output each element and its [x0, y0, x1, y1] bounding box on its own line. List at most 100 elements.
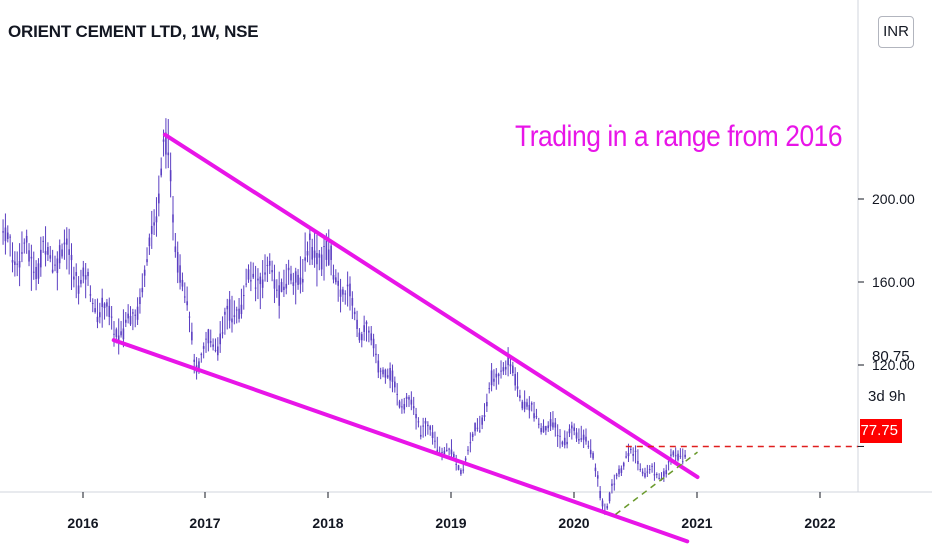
price-tick-label: 120.00 [872, 357, 915, 373]
candle [139, 288, 141, 314]
candle [360, 331, 363, 348]
candle [568, 424, 571, 438]
candle [44, 226, 47, 267]
candle [582, 429, 585, 449]
candle [370, 326, 373, 346]
candle [181, 272, 184, 292]
candle [677, 450, 679, 462]
candle [174, 233, 177, 258]
candle [384, 368, 387, 384]
candle [200, 352, 203, 363]
candle [254, 265, 257, 302]
candle [537, 417, 540, 429]
candle [663, 468, 665, 482]
candle [547, 421, 550, 432]
candle [37, 258, 40, 284]
time-tick-label: 2019 [435, 515, 466, 531]
candle [365, 320, 368, 342]
candle [84, 262, 87, 299]
time-tick-label: 2020 [558, 515, 589, 531]
candle [448, 447, 450, 456]
candle [471, 431, 474, 442]
candle [25, 229, 28, 254]
candle [318, 249, 321, 271]
candle [630, 446, 632, 454]
candle [330, 241, 332, 276]
candle [219, 321, 221, 353]
candle [2, 219, 4, 245]
currency-button[interactable]: INR [878, 16, 914, 48]
candle [136, 297, 139, 326]
candle [217, 337, 219, 361]
last-price-tag: 77.75 [860, 419, 902, 443]
price-axis[interactable]: 120.00 160.00 200.00 [858, 191, 915, 447]
candle [309, 227, 311, 266]
candle [679, 448, 682, 459]
candle [445, 443, 448, 452]
candle [120, 320, 122, 338]
resistance-level-label: 80.75 [872, 348, 910, 365]
upper-trendline[interactable] [162, 132, 700, 480]
chart-annotation[interactable]: Trading in a range from 2016 [515, 120, 843, 153]
candle [653, 462, 656, 481]
candle [493, 369, 495, 387]
candle [615, 472, 618, 480]
candle [516, 372, 519, 397]
candle [646, 464, 649, 477]
candle [368, 326, 370, 343]
candle [469, 432, 472, 453]
candle [658, 473, 660, 480]
candle [417, 417, 420, 428]
support-trend-line[interactable] [615, 451, 698, 515]
time-tick-label: 2021 [681, 515, 712, 531]
candle [188, 311, 191, 333]
candle [96, 298, 99, 329]
candle [495, 368, 498, 390]
candle [386, 368, 389, 379]
candle [160, 157, 162, 178]
candle [398, 399, 401, 409]
candle [191, 322, 193, 345]
candle [349, 276, 351, 311]
candle [500, 360, 502, 379]
candle [16, 251, 19, 277]
candle [672, 450, 675, 458]
candle [75, 263, 78, 299]
candle [70, 243, 73, 290]
candle [651, 463, 653, 473]
candle [122, 309, 125, 348]
time-axis[interactable]: 2016 2017 2018 2019 2020 2021 2022 [67, 492, 836, 531]
candle [455, 454, 457, 471]
candle [434, 431, 436, 449]
candle [47, 242, 49, 262]
candle [618, 465, 620, 478]
candle [634, 445, 637, 464]
candle [389, 362, 391, 389]
candle [242, 285, 245, 310]
candle [594, 463, 597, 477]
lower-trendline[interactable] [111, 338, 690, 544]
time-tick-label: 2016 [67, 515, 98, 531]
candle [540, 423, 542, 435]
candle [306, 241, 309, 263]
candle [266, 256, 269, 283]
candle [209, 329, 212, 348]
candle [167, 119, 170, 169]
candle [257, 268, 259, 300]
trendlines[interactable] [111, 132, 700, 544]
candle [563, 430, 566, 449]
candle [224, 307, 226, 335]
candle [526, 398, 528, 410]
candle [9, 234, 11, 257]
candle [313, 229, 316, 268]
candle [143, 265, 146, 288]
candle [457, 464, 460, 471]
candle [165, 118, 167, 169]
candle [587, 440, 590, 449]
candle [148, 233, 151, 255]
candle [372, 333, 375, 357]
candle [427, 421, 429, 435]
time-tick-label: 2022 [804, 515, 835, 531]
candle [127, 304, 129, 324]
